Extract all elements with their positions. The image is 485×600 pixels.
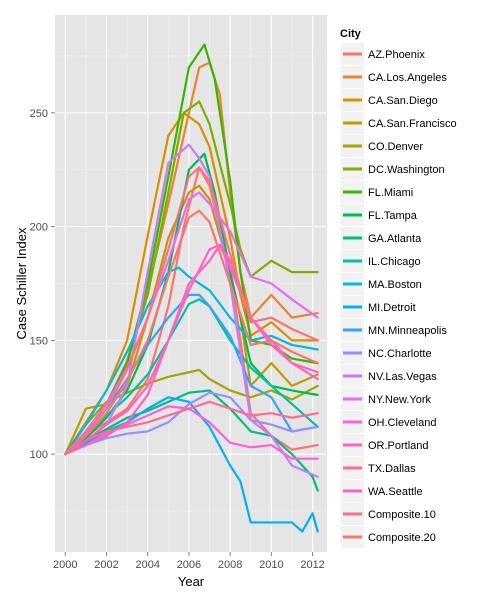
legend-label-18: TX.Dallas <box>368 463 416 475</box>
legend-label-2: CA.San.Diego <box>368 95 438 107</box>
series-line-20 <box>64 166 319 456</box>
series-line-11 <box>64 396 319 533</box>
x-tick-label: 2006 <box>177 559 201 571</box>
legend-label-14: NV.Las.Vegas <box>368 371 437 383</box>
y-axis: 100 150 200 250 <box>30 108 55 461</box>
legend-label-19: WA.Seattle <box>368 486 423 498</box>
legend-label-9: IL.Chicago <box>368 256 421 268</box>
legend-label-4: CO.Denver <box>368 141 423 153</box>
series-line-13 <box>64 391 319 456</box>
legend-label-1: CA.Los.Angeles <box>368 72 447 84</box>
legend-label-13: NC.Charlotte <box>368 348 432 360</box>
y-axis-title: Case Schiller Index <box>14 227 29 339</box>
legend-label-21: Composite.20 <box>368 532 436 544</box>
x-tick-label: 2008 <box>218 559 242 571</box>
series-line-14 <box>64 143 319 479</box>
y-tick-label: 100 <box>30 449 48 461</box>
series-line-21 <box>64 209 319 456</box>
x-axis: 2000 2002 2004 2006 2008 2010 2012 <box>53 552 325 571</box>
y-tick-label: 200 <box>30 222 48 234</box>
legend-items: AZ.Phoenix CA.Los.Angeles CA.San.Diego CA.S… <box>341 43 457 548</box>
x-tick-label: 2010 <box>259 559 283 571</box>
legend-label-10: MA.Boston <box>368 279 422 291</box>
legend-label-6: FL.Miami <box>368 187 413 199</box>
y-tick-label: 150 <box>30 335 48 347</box>
legend-label-3: CA.San.Francisco <box>368 118 457 130</box>
legend-label-8: GA.Atlanta <box>368 233 422 245</box>
legend-label-5: DC.Washington <box>368 164 445 176</box>
legend-label-11: MI.Detroit <box>368 302 416 314</box>
legend-label-12: MN.Minneapolis <box>368 325 447 337</box>
legend-label-20: Composite.10 <box>368 509 436 521</box>
legend-label-7: FL.Tampa <box>368 210 418 222</box>
legend-label-16: OH.Cleveland <box>368 417 436 429</box>
x-axis-title: Year <box>178 574 205 589</box>
minor-gridlines <box>55 15 327 552</box>
legend-label-0: AZ.Phoenix <box>368 49 425 61</box>
series-line-8 <box>64 389 319 492</box>
legend-label-17: OR.Portland <box>368 440 429 452</box>
legend-label-15: NY.New.York <box>368 394 431 406</box>
series-line-2 <box>64 111 319 456</box>
x-tick-label: 2000 <box>53 559 77 571</box>
series-lines <box>64 43 319 533</box>
x-tick-label: 2004 <box>135 559 159 571</box>
x-tick-label: 2012 <box>300 559 324 571</box>
legend-title: City <box>340 28 362 40</box>
y-tick-label: 250 <box>30 108 48 120</box>
series-line-18 <box>64 400 319 456</box>
x-tick-label: 2002 <box>94 559 118 571</box>
legend: City AZ.Phoenix CA.Los.Angeles CA.San.Dieg… <box>340 28 457 548</box>
series-line-15 <box>64 191 319 456</box>
series-line-9 <box>64 298 319 456</box>
